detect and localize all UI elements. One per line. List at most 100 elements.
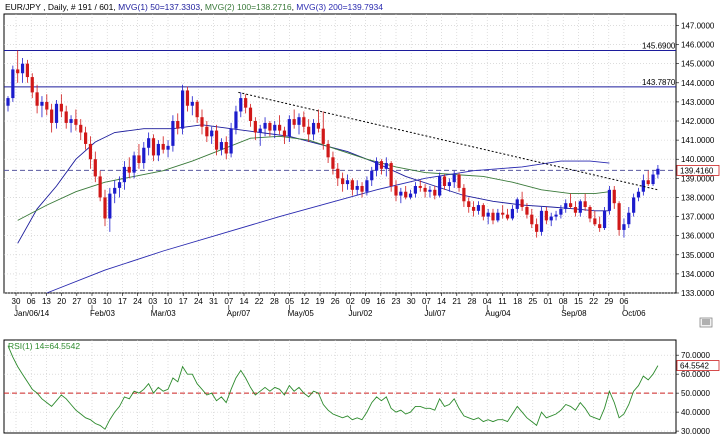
candle-body bbox=[612, 189, 616, 204]
candle-body bbox=[16, 69, 20, 74]
chart-header: EUR/JPY , Daily, # 191 / 601, MVG(1) 50=… bbox=[5, 2, 383, 12]
price-tick-label: 144.0000 bbox=[681, 79, 715, 88]
candle-body bbox=[258, 128, 262, 133]
candle-body bbox=[282, 130, 287, 137]
candle-body bbox=[607, 189, 611, 211]
date-tick-label: 05 bbox=[285, 297, 294, 306]
candle-body bbox=[195, 101, 199, 118]
rsi-panel[interactable] bbox=[3, 339, 677, 434]
candle-body bbox=[292, 119, 296, 125]
candle-body bbox=[64, 111, 68, 123]
date-tick-label: 23 bbox=[392, 297, 401, 306]
candle-body bbox=[549, 216, 553, 221]
price-tick-label: 133.0000 bbox=[681, 289, 715, 298]
candle-body bbox=[442, 176, 447, 186]
candle-body bbox=[588, 207, 592, 219]
header-sep-4: , bbox=[200, 2, 205, 12]
candle-body bbox=[573, 207, 578, 213]
candle-body bbox=[127, 166, 131, 173]
date-tick-label: 29 bbox=[604, 297, 613, 306]
candle-body bbox=[331, 157, 335, 169]
price-tick-label: 143.0000 bbox=[681, 98, 715, 107]
candle-body bbox=[627, 212, 631, 225]
date-tick-label: 04 bbox=[483, 297, 492, 306]
price-tick-label: 147.0000 bbox=[681, 21, 715, 30]
date-tick-label: 10 bbox=[103, 297, 112, 306]
price-tick-label: 137.0000 bbox=[681, 213, 715, 222]
settings-icon[interactable] bbox=[699, 317, 713, 328]
candle-body bbox=[617, 203, 621, 230]
mvg3-line bbox=[46, 160, 610, 294]
candle-body bbox=[20, 63, 25, 74]
candle-body bbox=[117, 182, 122, 188]
candle-body bbox=[79, 124, 83, 133]
candle-body bbox=[45, 101, 49, 110]
candle-body bbox=[176, 121, 180, 129]
candle-body bbox=[467, 201, 471, 208]
rsi-line bbox=[7, 345, 659, 430]
candle-body bbox=[210, 130, 214, 137]
rsi-tick-label: 50.0000 bbox=[681, 389, 710, 398]
month-tick-label: Jan/06/14 bbox=[14, 309, 50, 318]
candle-body bbox=[93, 159, 97, 177]
date-tick-label: 26 bbox=[331, 297, 340, 306]
date-tick-label: 07 bbox=[224, 297, 233, 306]
candle-body bbox=[273, 124, 277, 131]
month-tick-label: May/05 bbox=[288, 309, 315, 318]
date-tick-label: 13 bbox=[42, 297, 51, 306]
candle-body bbox=[636, 191, 641, 198]
candle-body bbox=[539, 210, 544, 232]
price-tick-label: 142.0000 bbox=[681, 117, 715, 126]
header-sep-1: , bbox=[41, 2, 48, 12]
candle-body bbox=[88, 143, 93, 160]
price-tick-label: 141.0000 bbox=[681, 136, 715, 145]
candle-body bbox=[622, 224, 626, 230]
candle-body bbox=[161, 143, 165, 150]
candle-body bbox=[302, 117, 306, 127]
rsi-label: RSI(1) 14=64.5542 bbox=[8, 341, 80, 351]
candle-body bbox=[438, 176, 442, 196]
date-tick-label: 14 bbox=[437, 297, 446, 306]
candle-body bbox=[40, 101, 44, 106]
candle-body bbox=[491, 212, 495, 221]
candle-body bbox=[142, 147, 146, 164]
date-tick-label: 28 bbox=[468, 297, 477, 306]
price-panel[interactable]: 145.6900 143.7870 bbox=[3, 13, 677, 294]
candle-body bbox=[287, 119, 291, 137]
date-tick-label: 17 bbox=[118, 297, 127, 306]
candle-body bbox=[360, 185, 364, 192]
price-tick-label: 138.0000 bbox=[681, 193, 715, 202]
header-mvg1: MVG(1) 50=137.3303 bbox=[118, 2, 200, 12]
date-tick-label: 18 bbox=[513, 297, 522, 306]
candle-body bbox=[602, 210, 607, 229]
price-tick-label: 145.0000 bbox=[681, 60, 715, 69]
candle-body bbox=[248, 107, 253, 122]
candle-body bbox=[379, 161, 384, 169]
candle-body bbox=[103, 197, 107, 219]
candle-body bbox=[646, 180, 650, 185]
candle-body bbox=[525, 207, 529, 215]
date-tick-label: 27 bbox=[72, 297, 81, 306]
price-tick-label: 134.0000 bbox=[681, 270, 715, 279]
candle-body bbox=[166, 145, 170, 150]
candle-body bbox=[137, 155, 141, 164]
candle-body bbox=[321, 128, 325, 144]
date-tick-label: 03 bbox=[148, 297, 157, 306]
date-tick-label: 22 bbox=[255, 297, 264, 306]
candle-body bbox=[408, 193, 413, 198]
date-tick-label: 03 bbox=[88, 297, 97, 306]
candle-body bbox=[355, 185, 359, 190]
header-mvg2: MVG(2) 100=138.2716 bbox=[205, 2, 292, 12]
candle-body bbox=[214, 130, 219, 150]
header-symbol: EUR/JPY bbox=[5, 2, 41, 12]
header-bar-info: # 191 / 601 bbox=[71, 2, 114, 12]
candle-body bbox=[433, 189, 437, 196]
candle-body bbox=[326, 143, 330, 158]
date-tick-label: 02 bbox=[346, 297, 355, 306]
header-sep-3: , bbox=[113, 2, 118, 12]
candle-body bbox=[108, 193, 112, 219]
month-tick-label: Apr/07 bbox=[227, 309, 251, 318]
candle-body bbox=[132, 155, 136, 173]
month-tick-label: Oct/06 bbox=[622, 309, 646, 318]
candle-body bbox=[190, 101, 194, 106]
